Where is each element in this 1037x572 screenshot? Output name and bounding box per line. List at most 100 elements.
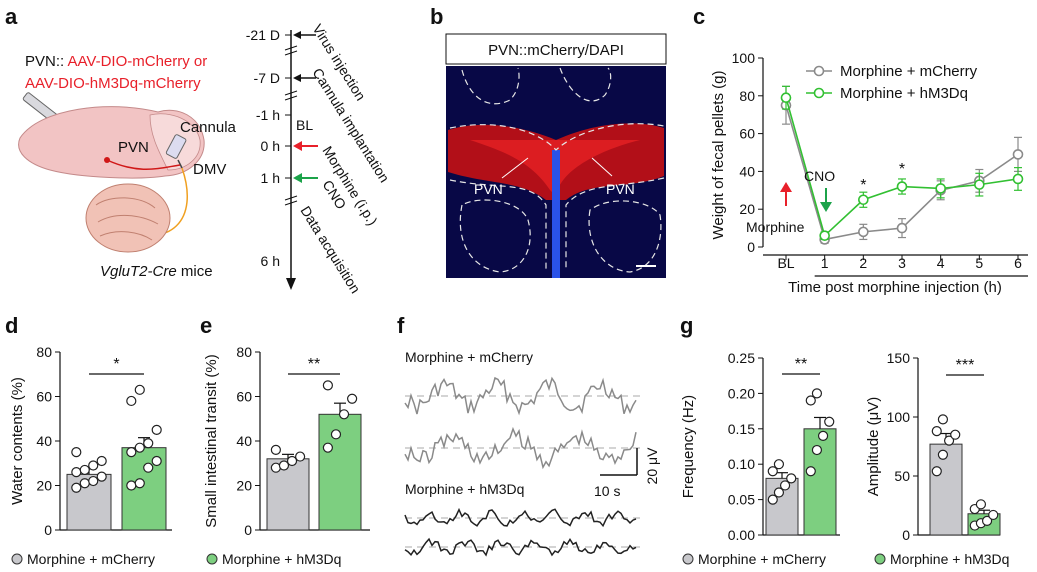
scale-bar (600, 448, 638, 476)
chart-d-datapoint (71, 447, 82, 458)
chart-d-datapoint (71, 482, 82, 493)
legend-left-gray: Morphine + mCherry (27, 551, 155, 567)
timeline-tick-4: 1 h (261, 170, 280, 186)
chart-g1-datapoint (811, 444, 823, 456)
chart-d-y-tick-label: 60 (36, 389, 52, 405)
c-point (896, 222, 908, 234)
c-x-label: Time post morphine injection (h) (788, 279, 1002, 296)
c-x-tick-label: 1 (821, 255, 829, 271)
chart-d-datapoint (126, 480, 137, 491)
chart-g1-datapoint (779, 480, 791, 491)
c-point (819, 230, 830, 241)
bl-label: BL (296, 117, 313, 133)
chart-d-datapoint (134, 478, 145, 489)
chart-g1-datapoint (786, 473, 797, 484)
chart-g2-datapoint (988, 509, 999, 521)
c-point (1012, 173, 1024, 185)
chart-g2-datapoint (931, 426, 942, 437)
chart-d-datapoint (71, 467, 82, 478)
c-point (858, 226, 869, 238)
c-y-tick-label: 0 (747, 239, 755, 255)
panel-b-label: b (430, 4, 443, 29)
chart-g-amplitude: 0 50 100 150 Amplitude (μV) *** (865, 350, 1001, 543)
pvn-right-label: PVN (606, 181, 635, 197)
panel-a-label: a (5, 4, 18, 29)
legend-right: Morphine + mCherry Morphine + hM3Dq (682, 551, 1009, 567)
chart-g1-y-tick-label: 0.15 (728, 421, 755, 437)
chart-g2-bar-0 (929, 443, 963, 536)
trace-hm3dq-2 (404, 537, 637, 557)
timeline (284, 30, 298, 290)
chart-d-datapoint (126, 447, 137, 458)
chart-d-datapoint (143, 438, 154, 449)
chart-g2-datapoint (981, 515, 993, 526)
chart-g1-y-tick-label: 0.05 (728, 492, 755, 508)
c-x-tick-label: 2 (859, 255, 867, 271)
c-morphine-annotation: Morphine (746, 219, 805, 235)
panel-d-label: d (5, 313, 18, 338)
chart-d-datapoint (96, 455, 107, 467)
chart-e-datapoint (295, 451, 306, 462)
c-x-tick-label: 3 (898, 255, 906, 271)
trace-hm3dq-1 (404, 507, 637, 528)
legend-left: Morphine + mCherry Morphine + hM3Dq (11, 551, 341, 567)
chart-e-datapoint (322, 442, 333, 453)
chart-e-y-tick-label: 60 (236, 389, 252, 405)
chart-d-y-tick-label: 20 (36, 478, 52, 494)
c-morphine-arrowhead (780, 182, 792, 192)
c-x-tick-label: 4 (937, 255, 945, 271)
projection-pvn-dmv (106, 159, 181, 170)
legend-right-green: Morphine + hM3Dq (890, 551, 1009, 567)
chart-g2-datapoint (950, 429, 961, 440)
event-data: Data acquisition (297, 203, 363, 296)
chart-g1-datapoint (773, 487, 785, 498)
chart-d-datapoint (134, 442, 145, 453)
chart-e-datapoint (270, 444, 281, 455)
c-legend-marker (813, 65, 825, 77)
chart-d-datapoint (79, 464, 90, 476)
dmv-label: DMV (193, 161, 226, 178)
c-y-tick-label: 20 (739, 201, 755, 217)
chart-g1-datapoint (773, 459, 785, 470)
chart-d-y-tick-label: 80 (36, 344, 52, 360)
chart-g2-y-tick-label: 100 (887, 409, 911, 425)
scale-time: 10 s (594, 483, 620, 499)
chart-g2-y-tick-label: 50 (894, 468, 910, 484)
chart-c: 0 20 40 60 80 100 BL 1 2 3 4 5 6 Time post morphine i… (710, 50, 1028, 296)
c-cno-annotation: CNO (804, 168, 835, 184)
c-y-tick-label: 40 (739, 163, 755, 179)
chart-d-datapoint (88, 475, 99, 487)
scale-amp: 20 μV (644, 447, 660, 485)
chart-g2-datapoint (975, 499, 987, 510)
chart-d-y-tick-label: 0 (44, 522, 52, 538)
chart-d-datapoint (151, 455, 162, 467)
chart-g1-datapoint (817, 430, 829, 441)
chart-e-datapoint (322, 380, 333, 391)
c-y-tick-label: 80 (739, 88, 755, 104)
chart-g2-significance: *** (956, 357, 975, 374)
chart-e-datapoint (330, 429, 342, 440)
cannula-icon (165, 134, 187, 169)
c-point (780, 92, 792, 103)
chart-e-y-tick-label: 0 (244, 522, 252, 538)
chart-g1-y-tick-label: 0.20 (728, 385, 755, 401)
chart-d-y-label: Water contents (%) (9, 377, 26, 505)
chart-g2-y-tick-label: 0 (902, 527, 910, 543)
c-cno-arrowhead (820, 202, 832, 212)
chart-d-significance: * (113, 356, 119, 373)
chart-d: 0 20 40 60 80 Water contents (%) * (9, 344, 172, 538)
c-point (974, 179, 985, 190)
chart-g1-y-label: Frequency (Hz) (680, 395, 697, 498)
chart-g1-y-tick-label: 0.00 (728, 527, 755, 543)
chart-d-datapoint (79, 478, 90, 489)
chart-g1-datapoint (767, 494, 778, 505)
c-significance: * (899, 161, 905, 178)
c-legend-marker (813, 87, 825, 99)
c-legend-label: Morphine + mCherry (840, 63, 978, 80)
c-point (935, 183, 946, 194)
intestine-icon (85, 183, 171, 253)
chart-e-datapoint (347, 393, 358, 404)
chart-g1-y-tick-label: 0.10 (728, 456, 755, 472)
legend-gray-dot-right (682, 553, 694, 565)
